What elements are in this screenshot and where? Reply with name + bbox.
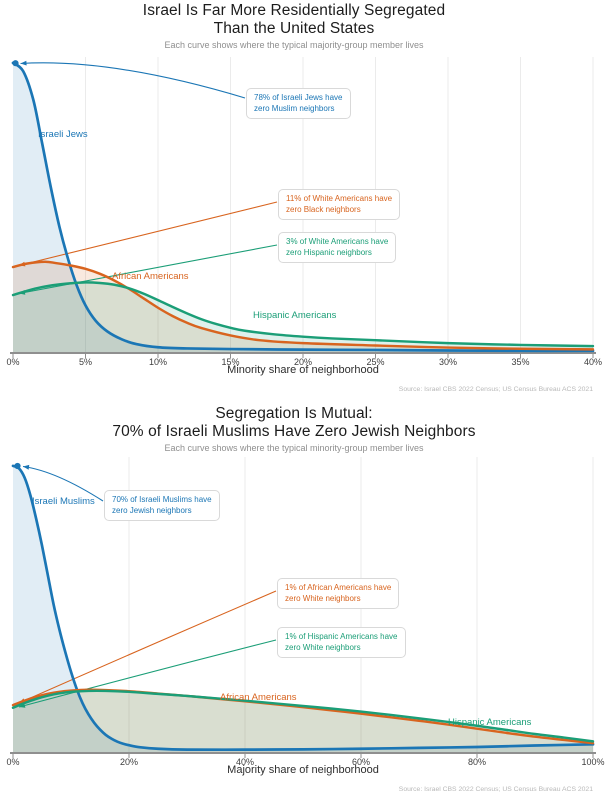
- source-note: Source: Israel CBS 2022 Census; US Censu…: [398, 786, 593, 793]
- curve-start-dot: [14, 462, 21, 470]
- area-fill-hispanic-americans: [13, 690, 593, 752]
- curve-african-americans: [11, 260, 595, 351]
- curve-israeli-jews: [11, 61, 595, 353]
- area-fill-hispanic-americans: [13, 282, 593, 352]
- leader-line: [22, 465, 104, 502]
- area-fill-african-americans: [13, 689, 593, 752]
- leader-line: [18, 201, 278, 267]
- curve-israeli-muslims: [11, 464, 595, 752]
- area-fill-israeli-muslims: [13, 465, 593, 752]
- chart-subtitle: Each curve shows where the typical minor…: [164, 443, 424, 453]
- chart-header: Israel Is Far More Residentially Segrega…: [0, 2, 588, 51]
- chart-header: Segregation Is Mutual: 70% of Israeli Mu…: [0, 405, 588, 454]
- chart-title-line-2: 70% of Israeli Muslims Have Zero Jewish …: [112, 423, 476, 440]
- plot-canvas: [10, 457, 596, 758]
- x-axis-title: Majority share of neighborhood: [227, 764, 379, 776]
- leader-arrowhead-icon: [23, 464, 30, 470]
- leader-line: [18, 244, 278, 295]
- curve-start-dot: [12, 60, 19, 67]
- page-title-line-2: Than the United States: [213, 20, 375, 37]
- leader-line: [18, 639, 277, 708]
- curve-hispanic-americans: [11, 689, 595, 743]
- page-title: Israel Is Far More Residentially Segrega…: [142, 2, 446, 19]
- leader-arrowhead-icon: [20, 60, 27, 66]
- top-chart: Israel Is Far More Residentially Segrega…: [0, 2, 602, 393]
- leader-line: [20, 62, 246, 99]
- area-fill-israeli-jews: [13, 62, 593, 353]
- leader-line: [18, 590, 277, 704]
- bottom-chart: Segregation Is Mutual: 70% of Israeli Mu…: [0, 400, 607, 800]
- source-note: Source: Israel CBS 2022 Census; US Censu…: [398, 386, 593, 393]
- curve-hispanic-americans: [11, 281, 595, 348]
- plot-canvas: [10, 57, 596, 358]
- chart-subtitle: Each curve shows where the typical major…: [164, 40, 424, 50]
- chart-title: Segregation Is Mutual:: [215, 405, 373, 422]
- x-axis-title: Minority share of neighborhood: [227, 364, 379, 376]
- area-fill-african-americans: [13, 261, 593, 352]
